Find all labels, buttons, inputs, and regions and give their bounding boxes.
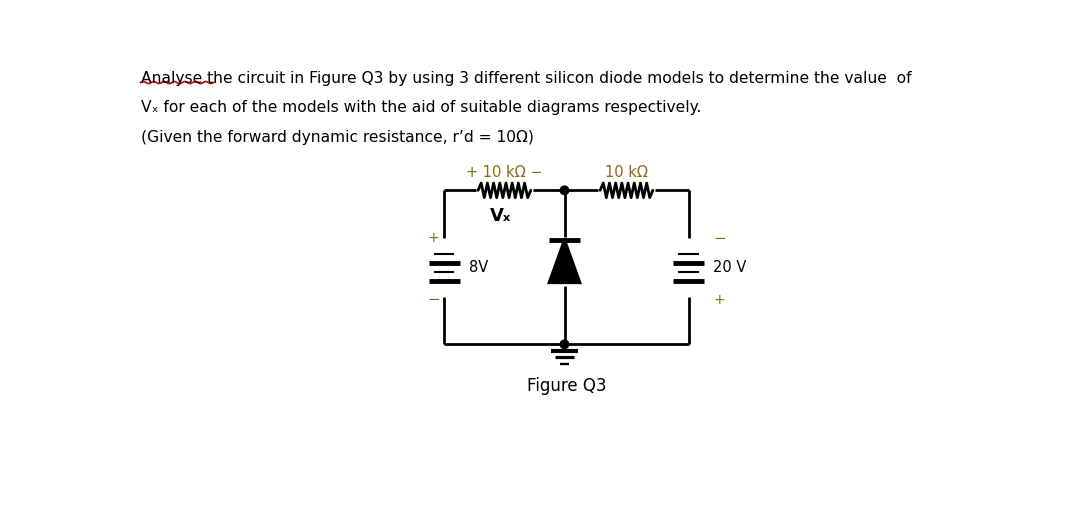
- Text: 10 kΩ: 10 kΩ: [605, 165, 648, 180]
- Text: 8V: 8V: [469, 260, 488, 275]
- Text: Vₓ for each of the models with the aid of suitable diagrams respectively.: Vₓ for each of the models with the aid o…: [141, 100, 701, 115]
- Text: Analyse the circuit in Figure Q3 by using 3 different silicon diode models to de: Analyse the circuit in Figure Q3 by usin…: [141, 71, 912, 86]
- Text: +: +: [714, 293, 725, 307]
- Circle shape: [560, 340, 569, 349]
- Text: (Given the forward dynamic resistance, r’d = 10Ω): (Given the forward dynamic resistance, r…: [141, 130, 533, 145]
- Text: Vₓ: Vₓ: [490, 207, 512, 225]
- Text: Figure Q3: Figure Q3: [527, 377, 606, 395]
- Text: + 10 kΩ −: + 10 kΩ −: [467, 165, 543, 180]
- Circle shape: [560, 186, 569, 194]
- Text: −: −: [714, 231, 726, 245]
- Text: −: −: [427, 292, 440, 307]
- Polygon shape: [549, 240, 581, 283]
- Text: +: +: [428, 231, 440, 245]
- Text: 20 V: 20 V: [714, 260, 747, 275]
